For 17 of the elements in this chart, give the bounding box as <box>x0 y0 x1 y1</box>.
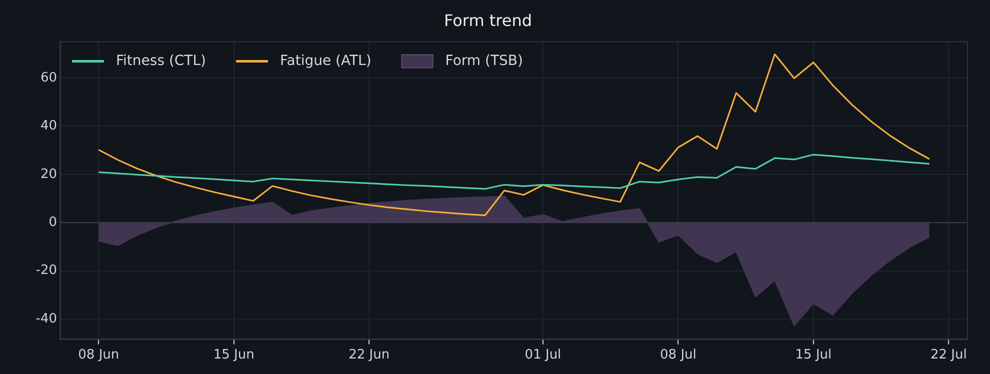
x-tick-label: 01 Jul <box>524 348 562 363</box>
x-tick-label: 15 Jun <box>213 348 254 363</box>
x-tick-label: 22 Jun <box>348 348 390 363</box>
y-tick-label: -20 <box>36 263 57 278</box>
x-tick-label: 08 Jun <box>78 348 120 363</box>
legend-label: Fitness (CTL) <box>116 52 206 69</box>
y-tick-label: 40 <box>40 118 57 134</box>
y-tick-label: 0 <box>48 214 57 230</box>
x-tick-label: 22 Jul <box>930 348 967 363</box>
x-tick-label: 15 Jul <box>795 348 832 363</box>
y-tick-label: 60 <box>40 70 57 86</box>
y-tick-label: 20 <box>40 166 57 182</box>
legend-label: Fatigue (ATL) <box>280 52 372 69</box>
chart-title: Form trend <box>444 10 532 30</box>
legend-label: Form (TSB) <box>445 52 523 69</box>
x-tick-label: 08 Jul <box>660 348 696 363</box>
y-tick-label: -40 <box>36 311 57 326</box>
